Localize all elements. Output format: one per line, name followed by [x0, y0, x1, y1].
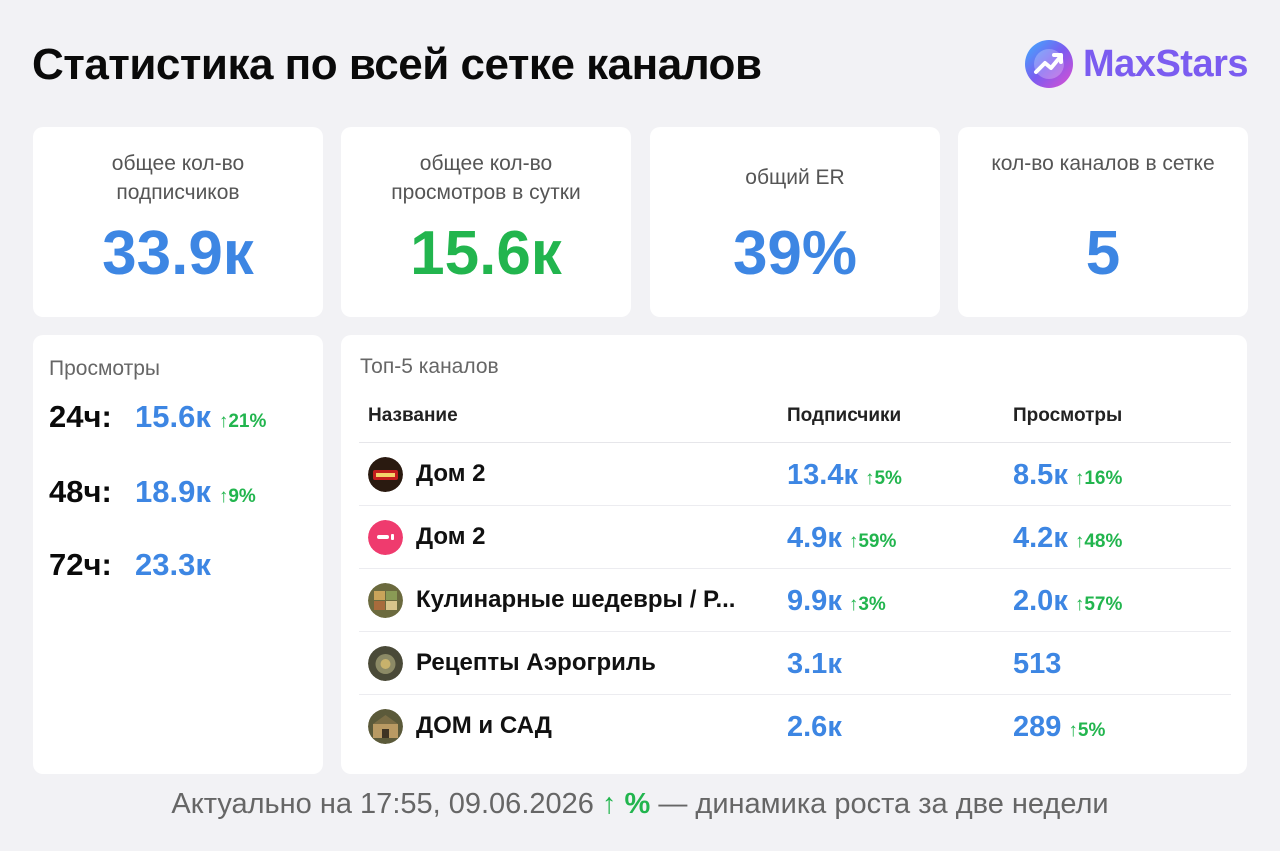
subscribers-delta: ↑59% [848, 531, 897, 552]
channel-name: ДОМ и САД [416, 712, 552, 739]
views-value: 513 [1013, 648, 1062, 680]
subscribers-cell: 2.6к [787, 711, 842, 744]
top-channels-card: Топ-5 каналов Название Подписчики Просмо… [341, 335, 1247, 774]
stat-value: 15.6к [410, 219, 562, 288]
subscribers-value: 4.9к [787, 522, 842, 554]
stat-label: кол-во каналов в сетке [991, 152, 1215, 175]
stat-label: общий ER [745, 166, 845, 189]
brand-name: MaxStars [1083, 42, 1248, 85]
views-delta: ↑16% [1074, 468, 1123, 489]
food-avatar-icon [368, 583, 403, 618]
stat-value: 33.9к [102, 219, 254, 288]
views-value: 15.6к [135, 399, 211, 434]
subscribers-value: 13.4к [787, 459, 858, 491]
column-header-name: Название [368, 405, 458, 426]
footer-timestamp: Актуально на 17:55, 09.06.2026 [171, 788, 594, 820]
views-card: Просмотры 24ч: 15.6к ↑21% 48ч: 18.9к ↑9%… [33, 335, 323, 774]
channel-name: Дом 2 [416, 460, 486, 487]
views-delta: ↑9% [218, 486, 256, 507]
column-header-subscribers: Подписчики [787, 405, 902, 426]
airgrill-avatar-icon [368, 646, 403, 681]
kupidon-avatar-icon [368, 457, 403, 492]
stat-label: общее кол-во подписчиков [111, 152, 245, 204]
stat-label: общее кол-во просмотров в сутки [391, 152, 581, 204]
views-row-72h: 72ч: 23.3к [49, 547, 211, 583]
page-title: Статистика по всей сетке каналов [32, 40, 762, 89]
channel-name: Дом 2 [416, 523, 486, 550]
table-row[interactable]: Кулинарные шедевры / Р... 9.9к ↑3% 2.0к … [359, 569, 1231, 632]
stat-card-channels: кол-во каналов в сетке 5 [958, 127, 1248, 317]
table-row[interactable]: ДОМ и САД 2.6к 289 ↑5% [359, 695, 1231, 758]
subscribers-value: 3.1к [787, 648, 842, 680]
views-delta: ↑48% [1074, 531, 1123, 552]
table-row[interactable]: Дом 2 13.4к ↑5% 8.5к ↑16% [359, 443, 1231, 506]
views-value: 289 [1013, 711, 1062, 743]
column-header-views: Просмотры [1013, 405, 1123, 426]
views-cell: 4.2к ↑48% [1013, 522, 1122, 555]
stat-value: 5 [1085, 219, 1121, 288]
garden-avatar-icon [368, 709, 403, 744]
views-value: 23.3к [135, 547, 211, 582]
table-row[interactable]: Рецепты Аэрогриль 3.1к 513 [359, 632, 1231, 695]
table-row[interactable]: Дом 2 4.9к ↑59% 4.2к ↑48% [359, 506, 1231, 569]
views-row-24h: 24ч: 15.6к ↑21% [49, 399, 266, 435]
channel-name: Кулинарные шедевры / Р... [416, 586, 736, 613]
views-period: 48ч: [49, 474, 112, 509]
views-title: Просмотры [49, 357, 160, 380]
views-value: 18.9к [135, 474, 211, 509]
subscribers-cell: 3.1к [787, 648, 842, 681]
top-channels-title: Топ-5 каналов [360, 355, 499, 378]
channel-name: Рецепты Аэрогриль [416, 649, 656, 676]
views-period: 24ч: [49, 399, 112, 434]
trend-arrow-logo-icon [1025, 40, 1074, 88]
views-delta: ↑21% [218, 411, 267, 432]
growth-arrow-legend: ↑ % [601, 788, 651, 820]
views-row-48h: 48ч: 18.9к ↑9% [49, 474, 256, 510]
subscribers-delta: ↑5% [864, 468, 902, 489]
views-cell: 289 ↑5% [1013, 711, 1105, 744]
views-value: 8.5к [1013, 459, 1068, 491]
views-value: 2.0к [1013, 585, 1068, 617]
subscribers-cell: 13.4к ↑5% [787, 459, 902, 492]
views-cell: 513 [1013, 648, 1061, 681]
stat-card-daily-views: общее кол-во просмотров в сутки 15.6к [341, 127, 631, 317]
views-delta: ↑5% [1068, 720, 1106, 741]
table-header: Название Подписчики Просмотры [359, 405, 1231, 443]
footer-note: Актуально на 17:55, 09.06.2026 ↑ % — дин… [0, 788, 1280, 821]
views-delta: ↑57% [1074, 594, 1123, 615]
subscribers-cell: 4.9к ↑59% [787, 522, 896, 555]
views-cell: 8.5к ↑16% [1013, 459, 1122, 492]
subscribers-value: 9.9к [787, 585, 842, 617]
views-cell: 2.0к ↑57% [1013, 585, 1122, 618]
brand: MaxStars [1023, 38, 1248, 90]
subscribers-value: 2.6к [787, 711, 842, 743]
views-period: 72ч: [49, 547, 112, 582]
stat-card-subscribers: общее кол-во подписчиков 33.9к [33, 127, 323, 317]
pink-circle-avatar-icon [368, 520, 403, 555]
views-value: 4.2к [1013, 522, 1068, 554]
subscribers-delta: ↑3% [848, 594, 886, 615]
footer-legend-text: — динамика роста за две недели [658, 788, 1109, 820]
stat-card-er: общий ER 39% [650, 127, 940, 317]
stat-value: 39% [732, 219, 858, 288]
subscribers-cell: 9.9к ↑3% [787, 585, 886, 618]
